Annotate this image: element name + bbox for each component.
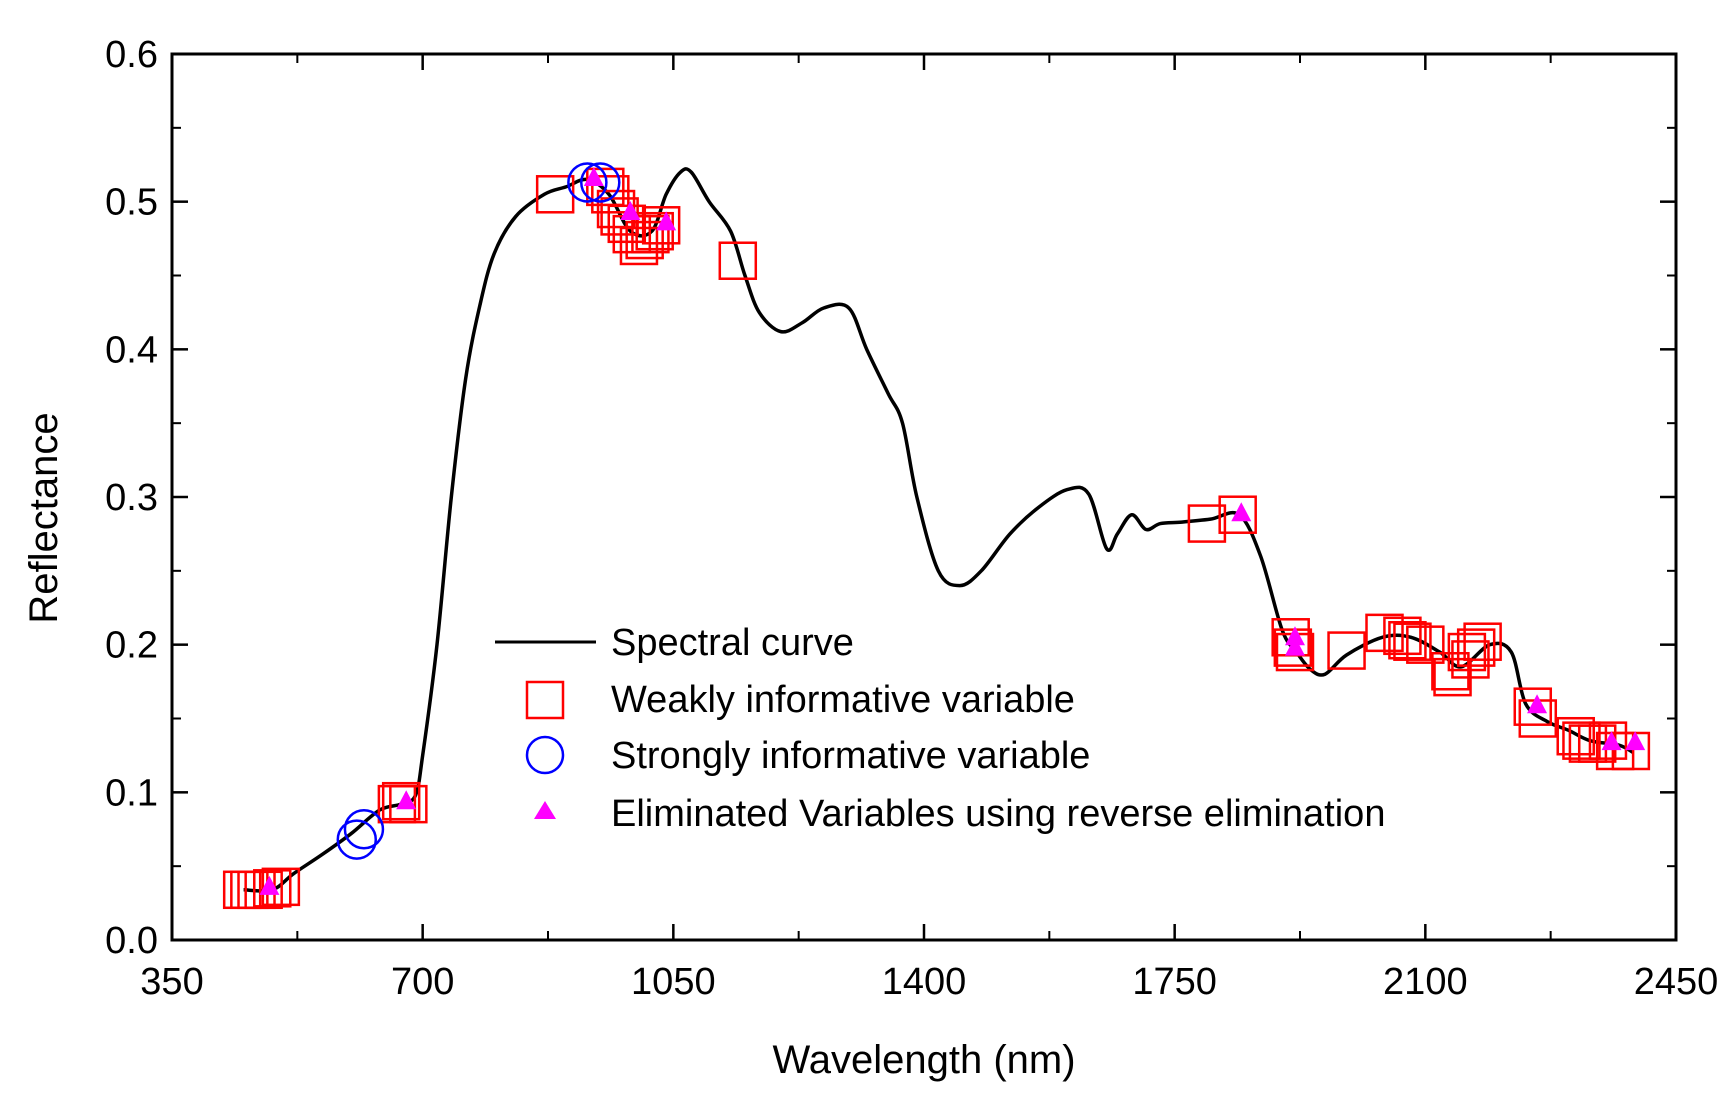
strong-variable-marker bbox=[567, 162, 608, 203]
x-tick-label: 1050 bbox=[631, 961, 716, 1003]
weak-variable-marker bbox=[1463, 622, 1502, 661]
weak-variable-marker bbox=[1556, 716, 1595, 756]
weak-variable-marker bbox=[261, 867, 301, 907]
x-axis-label: Wavelength (nm) bbox=[772, 1038, 1075, 1082]
x-tick-label: 2450 bbox=[1634, 961, 1719, 1003]
weak-variable-marker bbox=[1218, 495, 1257, 534]
weak-variable-marker bbox=[389, 784, 428, 824]
weak-variable-marker bbox=[718, 241, 758, 280]
weak-variable-marker bbox=[1327, 631, 1366, 670]
strong-variable-marker bbox=[336, 819, 378, 860]
y-tick-label: 0.1 bbox=[105, 772, 158, 814]
legend-circle-sample bbox=[525, 735, 565, 775]
weak-variable-marker bbox=[1273, 628, 1313, 667]
legend-square-sample bbox=[525, 680, 565, 720]
eliminated-variable-marker bbox=[656, 211, 677, 231]
strong-variable-marker bbox=[580, 162, 621, 203]
weak-variable-marker bbox=[631, 214, 670, 254]
y-tick-label: 0.2 bbox=[105, 625, 158, 667]
eliminated-variable-marker bbox=[1284, 626, 1305, 646]
legend-triangle-sample bbox=[534, 801, 556, 819]
legend: Spectral curve Weakly informative variab… bbox=[495, 622, 1385, 835]
weak-variable-marker bbox=[635, 211, 674, 251]
weak-variable-marker bbox=[1513, 687, 1553, 726]
eliminated-variable-marker bbox=[1527, 694, 1548, 714]
legend-label-weak: Weakly informative variable bbox=[611, 679, 1075, 721]
spectral-curve-line bbox=[243, 167, 1634, 893]
x-tick-label: 350 bbox=[140, 961, 203, 1003]
weak-variable-marker bbox=[1611, 731, 1651, 771]
y-tick-label: 0.5 bbox=[105, 182, 158, 224]
strong-marker-layer bbox=[336, 162, 621, 860]
eliminated-variable-marker bbox=[1284, 636, 1305, 656]
weak-variable-marker bbox=[1383, 616, 1422, 656]
eliminated-variable-marker bbox=[1231, 502, 1252, 522]
weak-variable-marker bbox=[619, 226, 659, 266]
weak-variable-marker bbox=[253, 869, 292, 908]
y-tick-label: 0.4 bbox=[105, 329, 158, 371]
eliminated-variable-marker bbox=[1625, 731, 1646, 751]
x-tick-label: 1750 bbox=[1132, 961, 1217, 1003]
weak-variable-marker bbox=[1562, 721, 1601, 760]
weak-variable-marker bbox=[1406, 625, 1445, 664]
eliminated-marker-layer bbox=[259, 167, 1646, 895]
spectral-curve-layer bbox=[243, 167, 1634, 893]
y-tick-label: 0.0 bbox=[105, 920, 158, 962]
x-tick-label: 2100 bbox=[1383, 961, 1468, 1003]
legend-label-spectral-curve: Spectral curve bbox=[611, 622, 854, 664]
legend-label-strong: Strongly informative variable bbox=[611, 735, 1090, 777]
weak-variable-marker bbox=[1187, 504, 1227, 543]
y-tick-label: 0.3 bbox=[105, 477, 158, 519]
weak-variable-marker bbox=[1456, 628, 1496, 667]
weak-variable-marker bbox=[381, 781, 421, 821]
eliminated-variable-marker bbox=[620, 201, 641, 221]
weak-variable-marker bbox=[1588, 721, 1628, 760]
legend-label-eliminated: Eliminated Variables using reverse elimi… bbox=[611, 793, 1385, 835]
weak-variable-marker bbox=[586, 167, 625, 207]
x-tick-label: 700 bbox=[391, 961, 454, 1003]
weak-variable-marker bbox=[641, 206, 681, 245]
eliminated-variable-marker bbox=[1601, 731, 1622, 751]
weak-variable-marker bbox=[625, 220, 664, 260]
weak-variable-marker bbox=[591, 175, 630, 214]
y-axis-label: Reflectance bbox=[22, 412, 66, 623]
weak-variable-marker bbox=[1447, 632, 1487, 672]
eliminated-variable-marker bbox=[583, 167, 604, 187]
x-tick-label: 1400 bbox=[882, 961, 967, 1003]
axes: 350 700 1050 1400 1750 2100 2450 0.0 0.1 0.2 0.3 0.… bbox=[105, 34, 1718, 1003]
eliminated-variable-marker bbox=[259, 875, 280, 895]
strong-variable-marker bbox=[343, 809, 385, 850]
eliminated-variable-marker bbox=[396, 790, 417, 810]
y-tick-label: 0.6 bbox=[105, 34, 158, 76]
weak-variable-marker bbox=[1393, 622, 1432, 661]
